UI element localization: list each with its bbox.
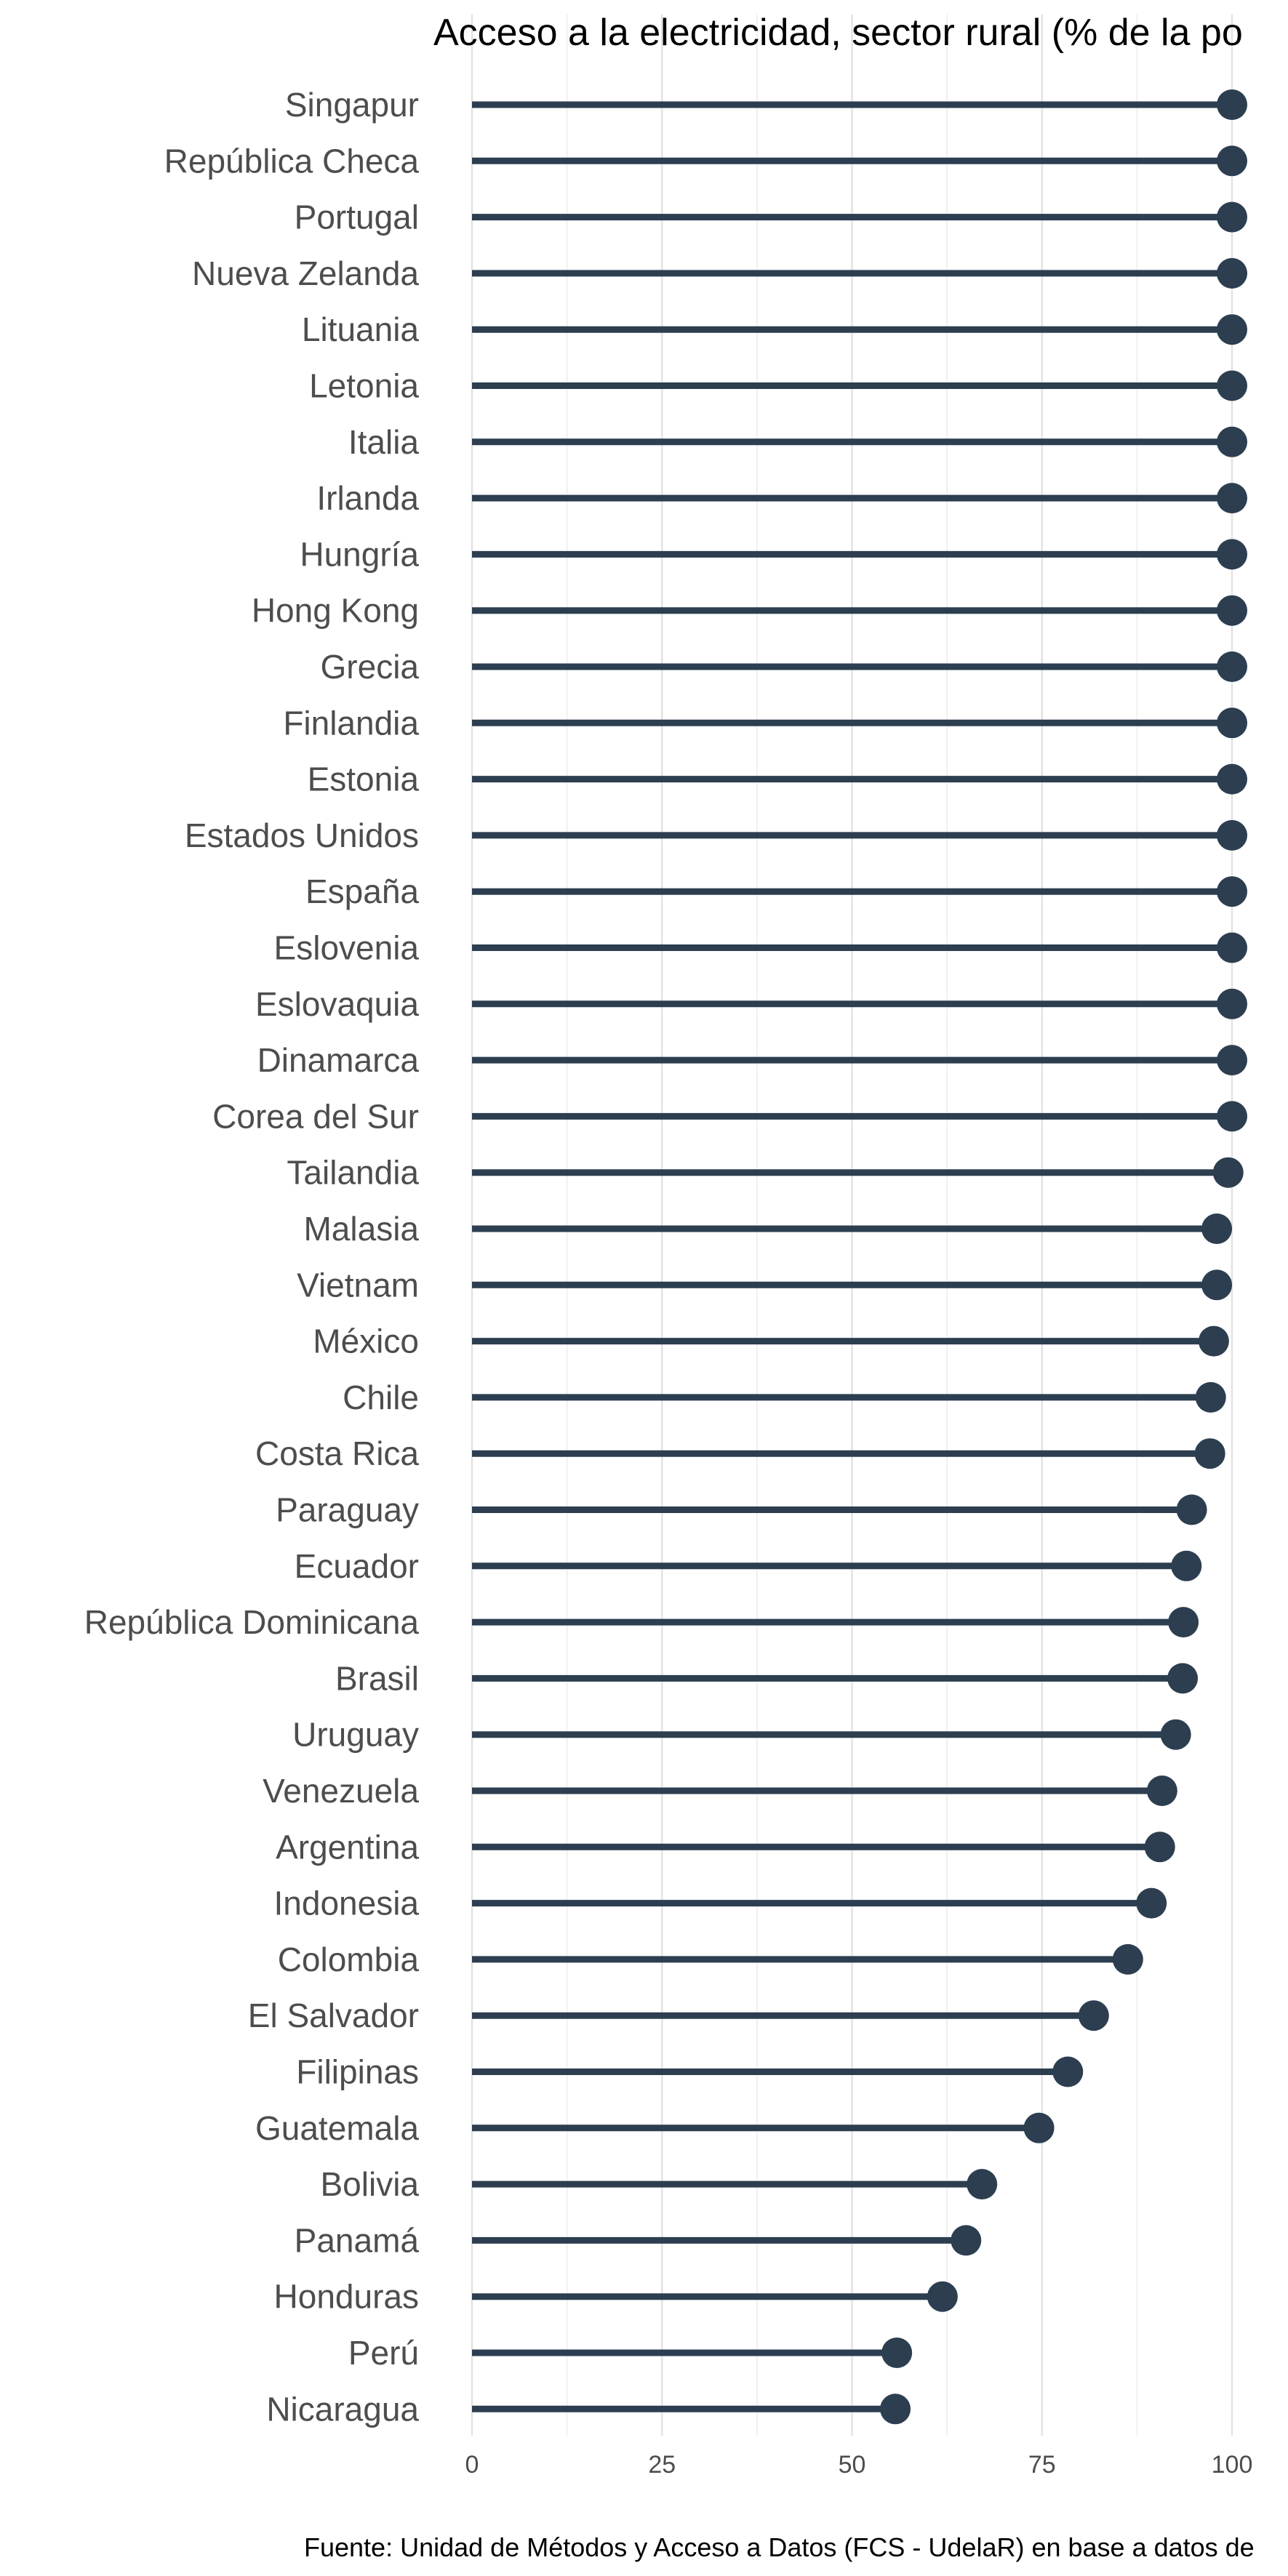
y-tick-label: Grecia	[321, 648, 420, 686]
lollipop-point	[951, 2225, 982, 2256]
lollipop-point	[1194, 1438, 1225, 1469]
x-tick-label: 50	[839, 2451, 866, 2479]
lollipop-point	[1217, 707, 1247, 739]
lollipop-point	[1146, 1775, 1177, 1806]
lollipop-point	[1201, 1269, 1233, 1301]
y-tick-label: Irlanda	[316, 479, 419, 517]
y-tick-label: Letonia	[309, 367, 419, 405]
lollipop-point	[1217, 145, 1247, 177]
x-axis-labels: 0 25 50 75 100	[465, 2451, 1253, 2479]
lollipop-point	[1217, 201, 1247, 233]
lollipop-point	[1217, 89, 1247, 120]
y-tick-label: Bolivia	[320, 2165, 419, 2203]
y-tick-label: Hungría	[300, 535, 419, 573]
lollipop-point	[1217, 988, 1247, 1019]
y-tick-label: Costa Rica	[255, 1435, 419, 1472]
y-tick-label: Malasia	[303, 1210, 419, 1248]
lollipop-point	[1217, 370, 1247, 401]
y-tick-label: Tailandia	[287, 1154, 419, 1192]
y-tick-label: Perú	[348, 2334, 419, 2372]
y-tick-label: Nicaragua	[266, 2390, 419, 2428]
lollipop-point	[1171, 1550, 1202, 1581]
lollipop-point	[1217, 539, 1247, 570]
y-tick-label: Guatemala	[255, 2109, 419, 2147]
lollipop-point	[881, 2338, 913, 2368]
lollipop-point	[1217, 595, 1247, 626]
y-tick-label: Eslovaquia	[255, 985, 419, 1023]
lollipop-point	[1217, 819, 1247, 851]
lollipop-point	[1217, 483, 1247, 514]
y-tick-label: Filipinas	[296, 2053, 419, 2091]
lollipop-point	[1052, 2056, 1084, 2087]
y-tick-label: Colombia	[278, 1941, 420, 1978]
lollipop-point	[1176, 1494, 1207, 1525]
y-tick-label: Italia	[348, 423, 420, 461]
lollipop-point	[1160, 1719, 1191, 1750]
lollipop-point	[1195, 1381, 1226, 1413]
y-tick-label: Honduras	[274, 2278, 419, 2316]
y-tick-label: Ecuador	[295, 1547, 419, 1585]
y-tick-label: Argentina	[276, 1828, 419, 1866]
y-tick-label: Chile	[343, 1379, 419, 1416]
lollipop-point	[967, 2169, 998, 2200]
grid-lines	[471, 15, 1233, 2436]
y-tick-label: Paraguay	[276, 1491, 419, 1529]
lollipop-point	[1217, 763, 1247, 795]
x-tick-label: 75	[1028, 2451, 1056, 2479]
y-tick-label: Finlandia	[283, 704, 419, 742]
y-tick-label: España	[305, 872, 419, 910]
y-tick-label: Vietnam	[297, 1266, 419, 1304]
y-tick-label: República Checa	[164, 142, 420, 180]
y-tick-label: Indonesia	[274, 1885, 420, 1922]
lollipop-point	[1167, 1663, 1199, 1694]
lollipop-point	[1217, 651, 1247, 682]
x-tick-label: 100	[1212, 2451, 1253, 2479]
y-tick-label: Nueva Zelanda	[192, 254, 419, 292]
y-tick-label: México	[313, 1323, 419, 1360]
lollipop-point	[1168, 1607, 1199, 1638]
lollipop-point	[1217, 426, 1247, 457]
y-tick-label: Hong Kong	[252, 592, 419, 630]
lollipop-point	[1217, 257, 1247, 289]
y-tick-label: Eslovenia	[274, 929, 420, 967]
y-axis-labels: Singapur República Checa Portugal Nueva Zel…	[84, 86, 420, 2428]
x-tick-label: 25	[648, 2451, 676, 2479]
lollipop-point	[1217, 876, 1247, 907]
y-tick-label: Estados Unidos	[185, 816, 419, 854]
y-tick-label: República Dominicana	[84, 1603, 420, 1641]
lollipop-point	[1144, 1831, 1175, 1863]
y-tick-label: Dinamarca	[257, 1041, 420, 1079]
y-tick-label: Singapur	[285, 86, 419, 124]
chart-marks	[472, 89, 1247, 2425]
lollipop-point	[880, 2394, 911, 2425]
y-tick-label: Uruguay	[292, 1716, 419, 1754]
lollipop-point	[1112, 1943, 1143, 1975]
y-tick-label: El Salvador	[248, 1997, 419, 2034]
lollipop-point	[927, 2281, 958, 2312]
lollipop-point	[1023, 2112, 1055, 2143]
lollipop-point	[1217, 314, 1247, 345]
y-tick-label: Brasil	[335, 1659, 419, 1697]
y-tick-label: Estonia	[308, 761, 420, 798]
lollipop-point	[1217, 1101, 1247, 1132]
lollipop-point	[1212, 1157, 1244, 1188]
lollipop-point	[1198, 1325, 1229, 1357]
chart-caption: Fuente: Unidad de Métodos y Acceso a Dat…	[304, 2532, 1255, 2562]
y-tick-label: Lituania	[302, 310, 420, 348]
lollipop-point	[1201, 1213, 1233, 1244]
x-tick-label: 0	[465, 2451, 479, 2479]
y-tick-label: Venezuela	[263, 1772, 419, 1810]
chart-title: Acceso a la electricidad, sector rural (…	[433, 12, 1243, 54]
y-tick-label: Panamá	[295, 2221, 420, 2259]
y-tick-label: Corea del Sur	[212, 1097, 419, 1135]
lollipop-point	[1078, 2000, 1109, 2031]
y-tick-label: Portugal	[295, 198, 419, 236]
lollipop-point	[1217, 1045, 1247, 1076]
lollipop-point	[1217, 932, 1247, 963]
lollipop-point	[1136, 1887, 1167, 1919]
